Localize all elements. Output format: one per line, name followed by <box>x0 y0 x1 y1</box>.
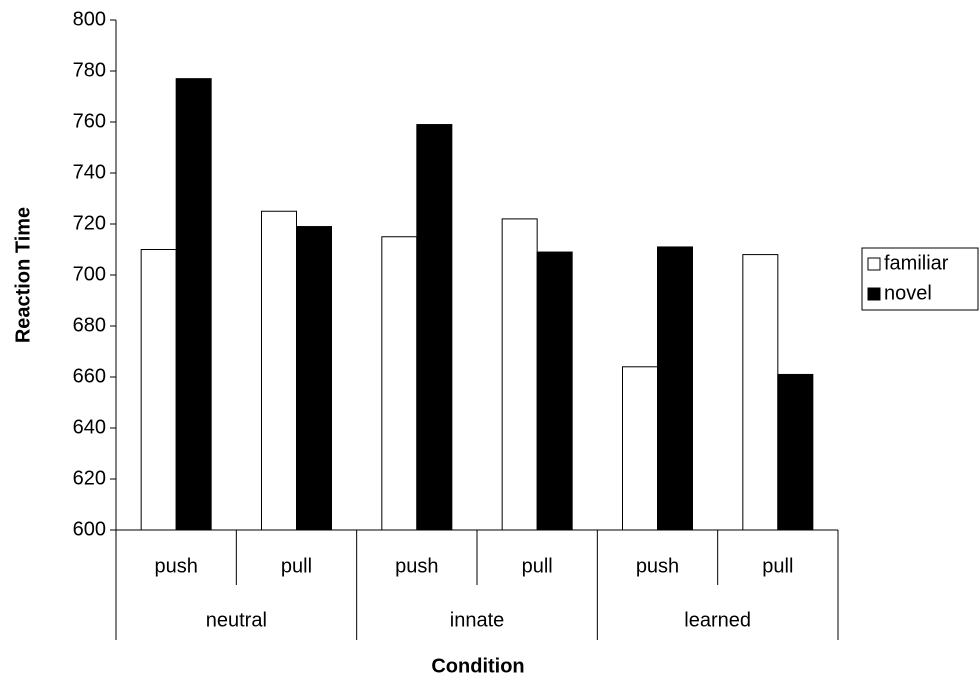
x-tick-label: pull <box>522 555 553 577</box>
y-tick-label: 800 <box>73 8 106 30</box>
y-tick-label: 660 <box>73 365 106 387</box>
y-tick-label: 740 <box>73 161 106 183</box>
x-tick-label: pull <box>762 555 793 577</box>
bar <box>416 124 453 531</box>
bar <box>261 210 297 531</box>
bar <box>381 236 418 531</box>
x-tick-label: push <box>154 555 197 577</box>
x-tick-label: push <box>636 555 679 577</box>
bar <box>296 226 332 531</box>
bar <box>742 254 779 531</box>
legend-label: novel <box>884 282 932 304</box>
bar <box>140 249 177 531</box>
y-tick-label: 680 <box>73 314 106 336</box>
bar <box>501 218 538 531</box>
legend-swatch <box>867 287 881 301</box>
bar <box>536 251 573 531</box>
x-axis-title: Condition <box>431 655 524 677</box>
x-tick-label: push <box>395 555 438 577</box>
group-label: neutral <box>206 609 267 631</box>
legend-swatch <box>867 257 881 271</box>
legend-box <box>861 247 979 311</box>
bar <box>622 366 658 531</box>
x-tick-label: pull <box>281 555 312 577</box>
y-axis-title: Reaction Time <box>12 207 34 343</box>
y-tick-label: 600 <box>73 518 106 540</box>
y-tick-label: 640 <box>73 416 106 438</box>
y-tick-label: 720 <box>73 212 106 234</box>
group-label: innate <box>450 609 505 631</box>
y-tick-label: 700 <box>73 263 106 285</box>
group-label: learned <box>684 609 751 631</box>
y-tick-label: 620 <box>73 467 106 489</box>
y-tick-label: 760 <box>73 110 106 132</box>
bar <box>777 373 814 531</box>
legend-label: familiar <box>884 252 949 274</box>
y-tick-label: 780 <box>73 59 106 81</box>
bar <box>657 246 693 531</box>
bar <box>175 78 212 531</box>
